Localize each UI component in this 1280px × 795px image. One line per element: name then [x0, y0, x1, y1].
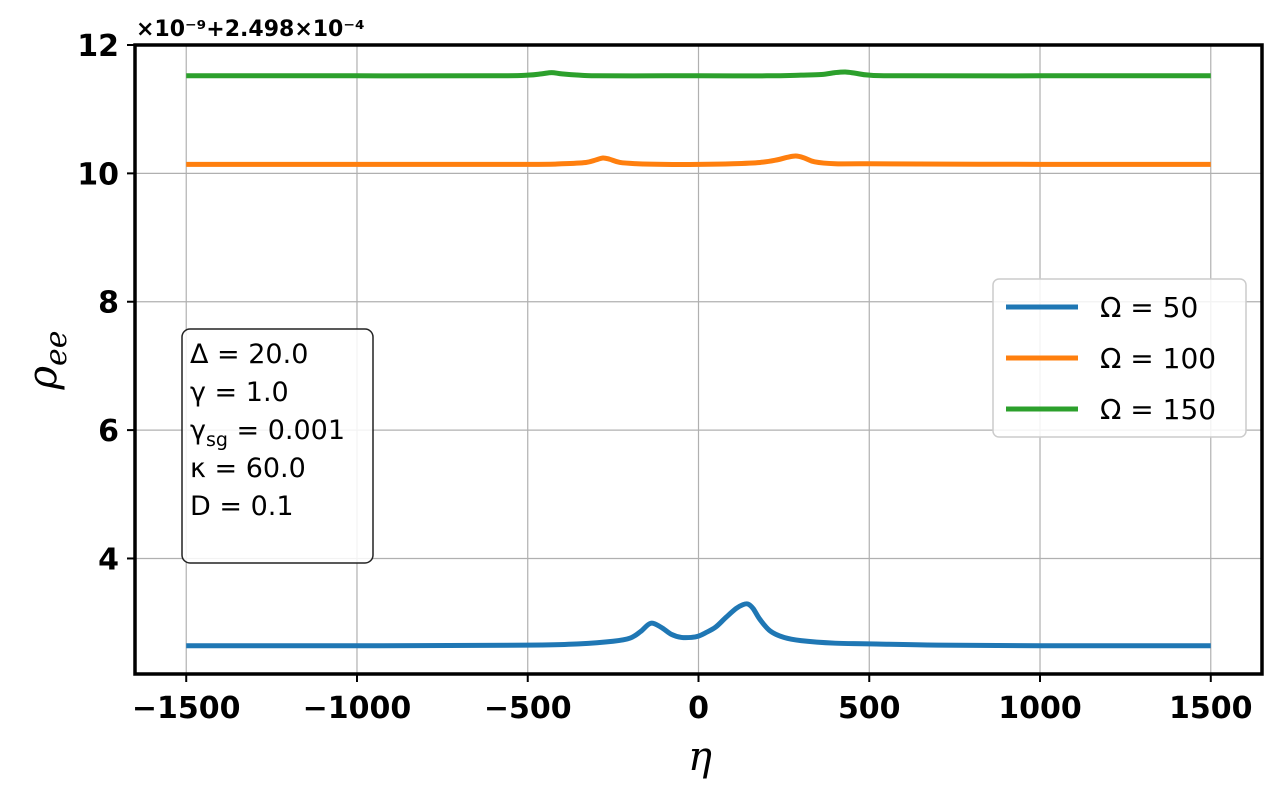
parameter-box-frame — [181, 328, 374, 564]
parameter-line: D = 0.1 — [190, 491, 294, 522]
x-axis-label: η — [688, 734, 712, 780]
parameter-line: κ = 60.0 — [190, 453, 306, 484]
x-tick-label: 500 — [838, 691, 901, 726]
parameter-line: Δ = 20.0 — [190, 339, 308, 370]
parameter-line: γ = 1.0 — [190, 377, 289, 408]
y-tick-label: 6 — [98, 414, 119, 449]
offset-text: ×10⁻⁹+2.498×10⁻⁴ — [136, 17, 365, 42]
y-tick-label: 12 — [77, 29, 119, 64]
legend-label: Ω = 150 — [1100, 393, 1216, 426]
ticks: −1500 −1000 −500 0 500 1000 1500 4 6 8 10 12 — [77, 29, 1252, 726]
y-axis-label: ρee — [20, 330, 74, 390]
legend-label: Ω = 50 — [1100, 291, 1198, 324]
y-tick-label: 10 — [77, 157, 119, 192]
y-axis-label-sub: ee — [39, 330, 74, 366]
x-tick-label: −500 — [484, 691, 572, 726]
series-lines — [186, 69, 1211, 649]
legend-label: Ω = 100 — [1100, 342, 1216, 375]
series-line — [186, 69, 1211, 79]
x-tick-label: 1000 — [998, 691, 1082, 726]
series-line — [186, 153, 1211, 167]
y-axis-label-main: ρ — [20, 366, 66, 391]
x-tick-label: −1000 — [303, 691, 412, 726]
series-line — [186, 601, 1211, 649]
x-tick-label: 1500 — [1169, 691, 1253, 726]
y-tick-label: 8 — [98, 286, 119, 321]
x-tick-label: 0 — [688, 691, 709, 726]
parameter-line: γsg = 0.001 — [190, 415, 345, 451]
legend: Ω = 50 Ω = 100 Ω = 150 — [992, 278, 1247, 438]
legend-frame — [992, 278, 1247, 438]
x-tick-label: −1500 — [132, 691, 241, 726]
y-tick-label: 4 — [98, 542, 119, 577]
